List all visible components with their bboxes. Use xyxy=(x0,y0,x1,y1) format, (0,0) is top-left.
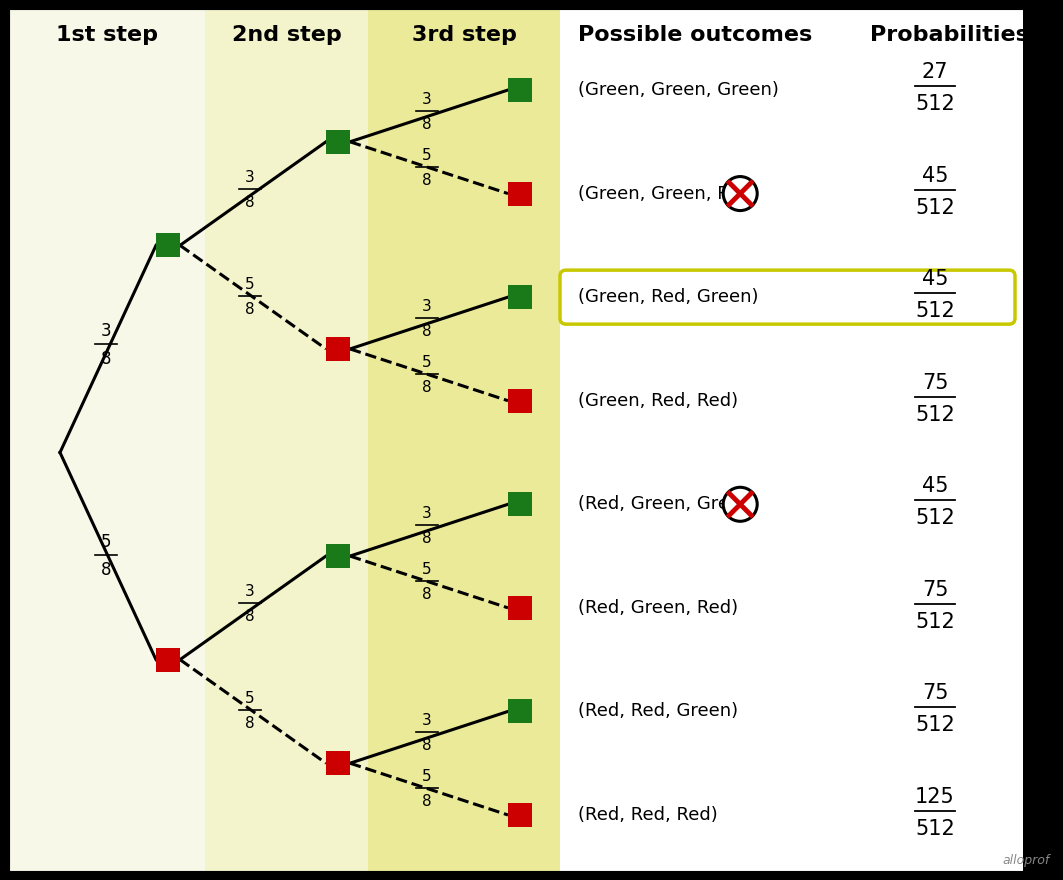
Text: 3: 3 xyxy=(101,322,112,340)
Bar xyxy=(508,700,532,723)
Text: 8: 8 xyxy=(422,324,432,339)
Bar xyxy=(560,8,1023,872)
Text: 8: 8 xyxy=(246,716,255,731)
Bar xyxy=(156,233,180,257)
Circle shape xyxy=(723,488,757,521)
Text: 3: 3 xyxy=(246,170,255,185)
Text: 8: 8 xyxy=(101,561,112,579)
Bar xyxy=(508,285,532,309)
Text: 512: 512 xyxy=(915,94,955,114)
Text: (Red, Green, Green): (Red, Green, Green) xyxy=(578,495,759,513)
Text: 3: 3 xyxy=(246,583,255,599)
Text: 5: 5 xyxy=(422,562,432,577)
Text: 2nd step: 2nd step xyxy=(232,25,341,45)
Text: 5: 5 xyxy=(101,533,112,551)
Text: 512: 512 xyxy=(915,819,955,839)
Text: 8: 8 xyxy=(101,350,112,368)
Text: 5: 5 xyxy=(246,692,255,707)
Text: 512: 512 xyxy=(915,715,955,736)
Text: 8: 8 xyxy=(422,587,432,602)
Bar xyxy=(508,389,532,413)
Text: 3: 3 xyxy=(422,92,432,106)
Text: 3: 3 xyxy=(422,714,432,729)
Text: 8: 8 xyxy=(422,738,432,753)
Text: 512: 512 xyxy=(915,405,955,425)
Bar xyxy=(508,78,532,102)
Circle shape xyxy=(723,177,757,210)
Text: 27: 27 xyxy=(922,62,948,82)
Text: 125: 125 xyxy=(915,787,955,807)
Text: (Green, Green, Red): (Green, Green, Red) xyxy=(578,185,759,202)
Text: 45: 45 xyxy=(922,476,948,496)
Bar xyxy=(508,596,532,620)
Text: 8: 8 xyxy=(422,532,432,546)
Text: 5: 5 xyxy=(422,769,432,784)
Text: 8: 8 xyxy=(246,302,255,317)
Text: 75: 75 xyxy=(922,684,948,703)
Text: (Green, Green, Green): (Green, Green, Green) xyxy=(578,81,779,99)
Text: (Red, Red, Red): (Red, Red, Red) xyxy=(578,806,718,824)
Text: (Green, Red, Red): (Green, Red, Red) xyxy=(578,392,738,410)
Bar xyxy=(508,492,532,517)
Text: 75: 75 xyxy=(922,373,948,392)
Text: 8: 8 xyxy=(422,794,432,809)
Bar xyxy=(156,648,180,671)
Text: 1st step: 1st step xyxy=(55,25,157,45)
Bar xyxy=(326,752,350,775)
Text: (Red, Red, Green): (Red, Red, Green) xyxy=(578,702,738,721)
Text: 8: 8 xyxy=(246,609,255,624)
Text: 8: 8 xyxy=(422,117,432,132)
Text: 512: 512 xyxy=(915,509,955,528)
Text: Possible outcomes: Possible outcomes xyxy=(578,25,812,45)
Text: 5: 5 xyxy=(246,277,255,292)
Text: 8: 8 xyxy=(422,380,432,395)
Text: (Red, Green, Red): (Red, Green, Red) xyxy=(578,599,738,617)
Text: 3: 3 xyxy=(422,299,432,314)
Bar xyxy=(508,803,532,827)
Bar xyxy=(326,337,350,361)
Bar xyxy=(9,8,205,872)
Bar xyxy=(326,129,350,154)
Text: 5: 5 xyxy=(422,148,432,163)
Bar xyxy=(205,8,368,872)
Bar xyxy=(326,544,350,568)
Bar xyxy=(368,8,560,872)
Bar xyxy=(508,181,532,206)
Text: 8: 8 xyxy=(422,172,432,187)
Text: Probabilities: Probabilities xyxy=(870,25,1029,45)
Text: 3rd step: 3rd step xyxy=(411,25,517,45)
Text: (Green, Red, Green): (Green, Red, Green) xyxy=(578,288,759,306)
Text: 512: 512 xyxy=(915,198,955,217)
Text: 45: 45 xyxy=(922,165,948,186)
Text: 45: 45 xyxy=(922,269,948,290)
Text: alloprof: alloprof xyxy=(1002,854,1050,867)
Text: 512: 512 xyxy=(915,301,955,321)
Text: 3: 3 xyxy=(422,506,432,521)
Text: 512: 512 xyxy=(915,612,955,632)
Text: 8: 8 xyxy=(246,194,255,209)
Text: 75: 75 xyxy=(922,580,948,600)
Text: 5: 5 xyxy=(422,355,432,370)
